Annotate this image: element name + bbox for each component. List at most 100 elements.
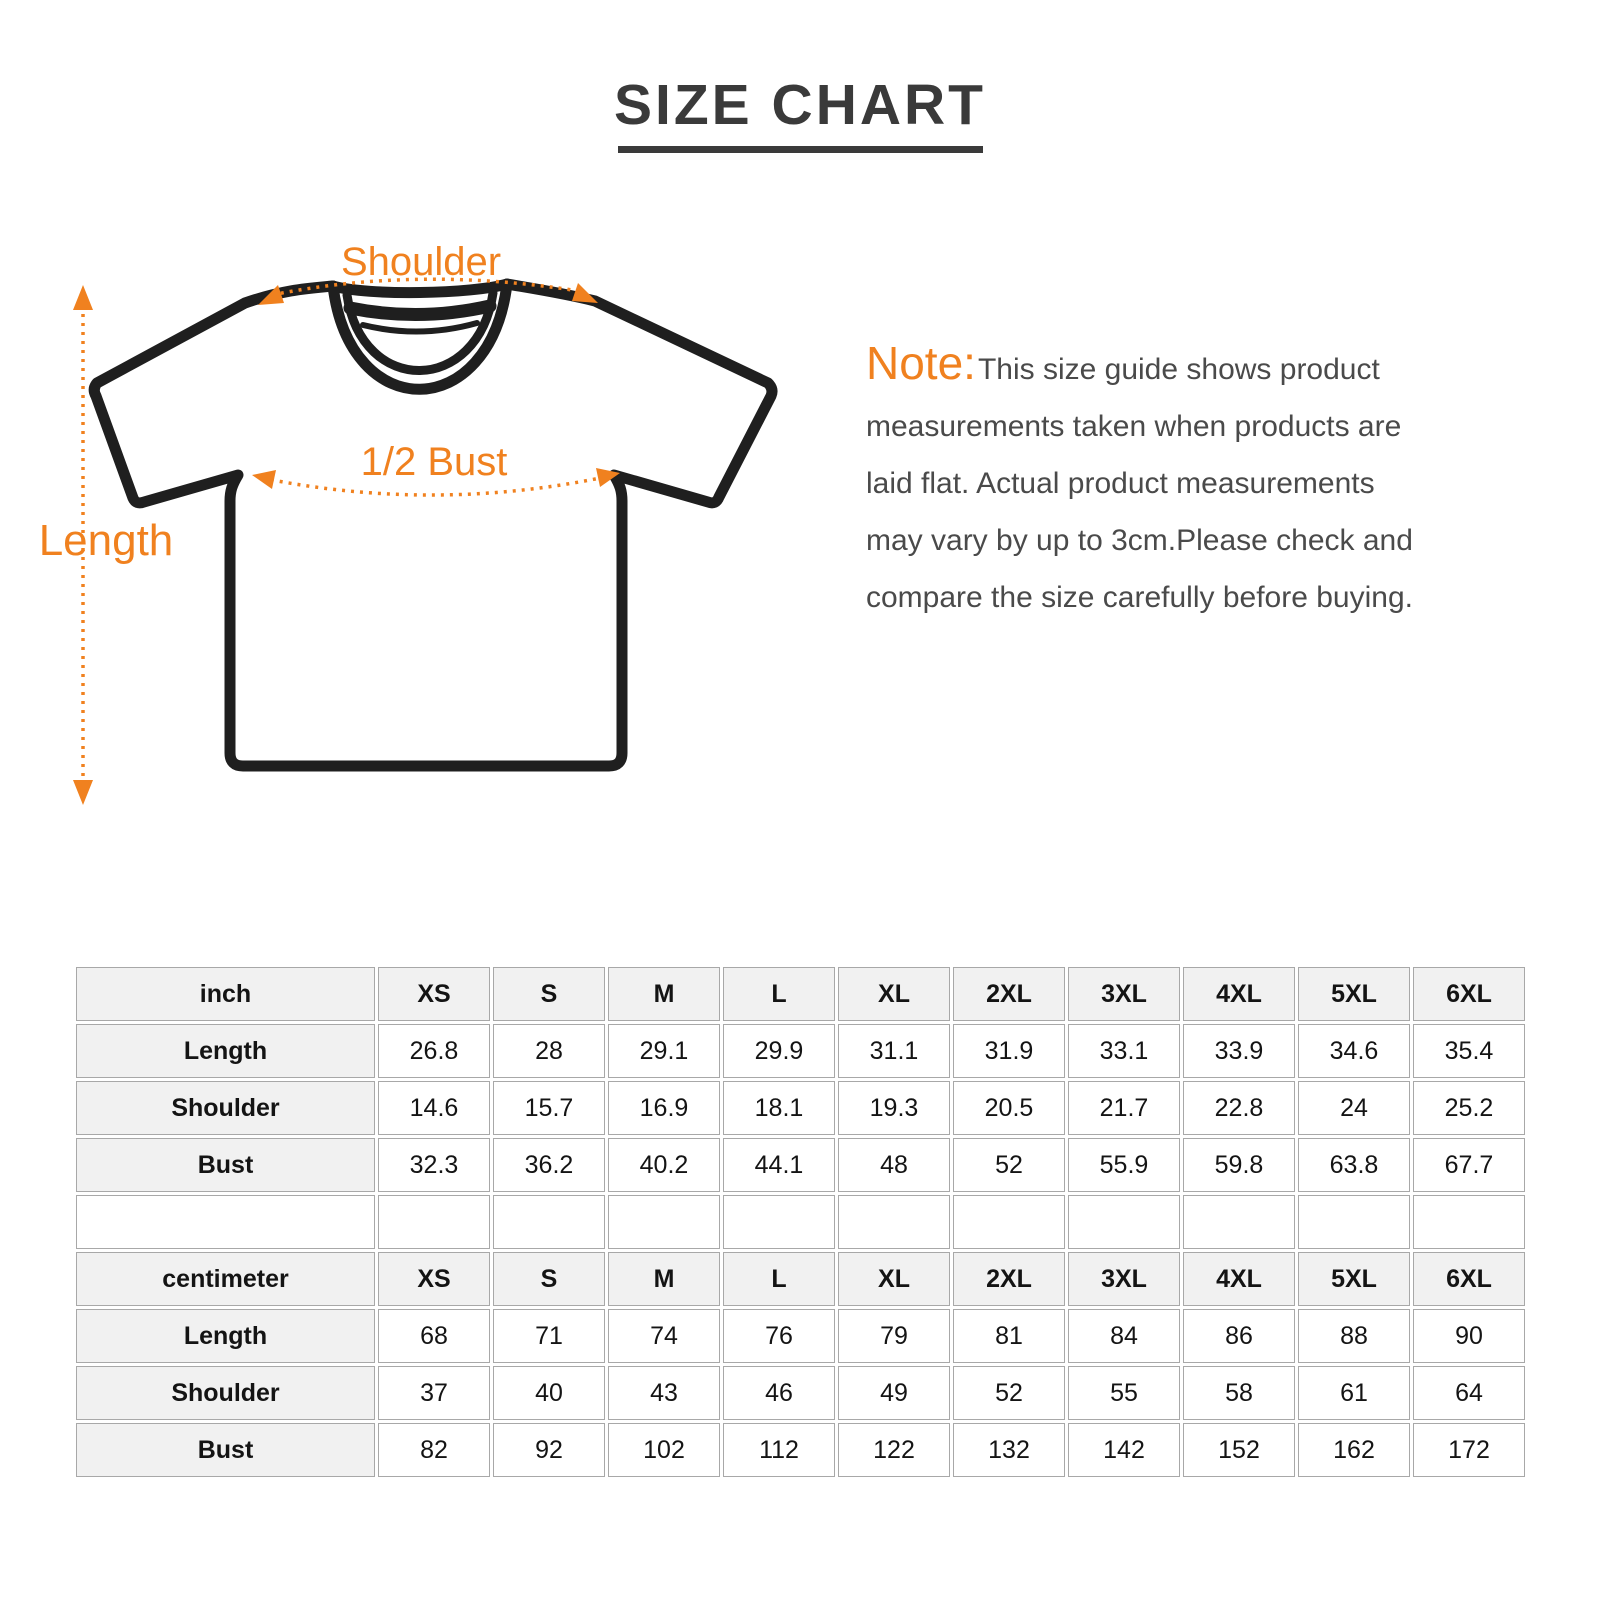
table-row: Shoulder 14.6 15.7 16.9 18.1 19.3 20.5 21.7 22.8… xyxy=(76,1081,1525,1135)
value-cell: XL xyxy=(838,1252,950,1306)
value-cell: 67.7 xyxy=(1413,1138,1525,1192)
value-cell: 172 xyxy=(1413,1423,1525,1477)
value-cell: 122 xyxy=(838,1423,950,1477)
value-cell: 48 xyxy=(838,1138,950,1192)
value-cell: 102 xyxy=(608,1423,720,1477)
value-cell: 88 xyxy=(1298,1309,1410,1363)
value-cell xyxy=(1298,1195,1410,1249)
value-cell: M xyxy=(608,967,720,1021)
row-label-cell: Length xyxy=(76,1024,375,1078)
value-cell: 81 xyxy=(953,1309,1065,1363)
note-line: Note:This size guide shows product xyxy=(866,340,1516,398)
value-cell: 71 xyxy=(493,1309,605,1363)
value-cell: 61 xyxy=(1298,1366,1410,1420)
note-block: Note:This size guide shows product measu… xyxy=(866,340,1516,626)
value-cell xyxy=(1068,1195,1180,1249)
value-cell xyxy=(723,1195,835,1249)
value-cell: 92 xyxy=(493,1423,605,1477)
value-cell: XS xyxy=(378,967,490,1021)
value-cell: 21.7 xyxy=(1068,1081,1180,1135)
value-cell: 31.9 xyxy=(953,1024,1065,1078)
value-cell xyxy=(953,1195,1065,1249)
row-label-cell xyxy=(76,1195,375,1249)
value-cell: 49 xyxy=(838,1366,950,1420)
value-cell: 43 xyxy=(608,1366,720,1420)
value-cell: 29.1 xyxy=(608,1024,720,1078)
value-cell: S xyxy=(493,1252,605,1306)
value-cell: 16.9 xyxy=(608,1081,720,1135)
value-cell: 152 xyxy=(1183,1423,1295,1477)
value-cell: 26.8 xyxy=(378,1024,490,1078)
value-cell: 162 xyxy=(1298,1423,1410,1477)
table-row: Bust 32.3 36.2 40.2 44.1 48 52 55.9 59.8 63.8 67.7 xyxy=(76,1138,1525,1192)
value-cell: 58 xyxy=(1183,1366,1295,1420)
bust-arrow xyxy=(252,468,620,497)
note-line: measurements taken when products are xyxy=(866,410,1402,443)
row-label-cell: Bust xyxy=(76,1423,375,1477)
table-row: inch XS S M L XL 2XL 3XL 4XL 5XL 6XL xyxy=(76,967,1525,1021)
value-cell: 5XL xyxy=(1298,967,1410,1021)
value-cell: 86 xyxy=(1183,1309,1295,1363)
value-cell: 32.3 xyxy=(378,1138,490,1192)
tshirt-outline xyxy=(88,278,778,772)
value-cell: 52 xyxy=(953,1366,1065,1420)
value-cell: 2XL xyxy=(953,967,1065,1021)
value-cell: L xyxy=(723,967,835,1021)
half-bust-label: 1/2 Bust xyxy=(361,440,508,484)
note-line: compare the size carefully before buying… xyxy=(866,581,1413,614)
row-label-cell: inch xyxy=(76,967,375,1021)
value-cell: 40.2 xyxy=(608,1138,720,1192)
table-row: Length 26.8 28 29.1 29.9 31.1 31.9 33.1 33.9 34.6… xyxy=(76,1024,1525,1078)
value-cell: 64 xyxy=(1413,1366,1525,1420)
value-cell: 24 xyxy=(1298,1081,1410,1135)
row-label-cell: Length xyxy=(76,1309,375,1363)
value-cell: 15.7 xyxy=(493,1081,605,1135)
value-cell: 68 xyxy=(378,1309,490,1363)
value-cell: 19.3 xyxy=(838,1081,950,1135)
table-row: Bust 82 92 102 112 122 132 142 152 162 172 xyxy=(76,1423,1525,1477)
tshirt-measurement-diagram: Shoulder 1/2 Bust Length xyxy=(39,240,778,805)
value-cell: 79 xyxy=(838,1309,950,1363)
page-title: SIZE CHART xyxy=(614,73,986,137)
value-cell: 14.6 xyxy=(378,1081,490,1135)
value-cell: 33.9 xyxy=(1183,1024,1295,1078)
value-cell: L xyxy=(723,1252,835,1306)
collar-back-bar xyxy=(343,299,497,321)
note-line: laid flat. Actual product measurements xyxy=(866,467,1375,500)
value-cell: 112 xyxy=(723,1423,835,1477)
value-cell: XL xyxy=(838,967,950,1021)
value-cell: 2XL xyxy=(953,1252,1065,1306)
title-block: SIZE CHART xyxy=(0,72,1600,153)
value-cell: 6XL xyxy=(1413,1252,1525,1306)
value-cell: S xyxy=(493,967,605,1021)
table-row xyxy=(76,1195,1525,1249)
collar-outer-line xyxy=(327,278,513,395)
value-cell: 84 xyxy=(1068,1309,1180,1363)
value-cell: 4XL xyxy=(1183,1252,1295,1306)
title-underline xyxy=(617,146,983,153)
collar-inner-line xyxy=(342,288,498,375)
value-cell: 3XL xyxy=(1068,1252,1180,1306)
value-cell xyxy=(493,1195,605,1249)
value-cell: M xyxy=(608,1252,720,1306)
shoulder-arrow xyxy=(258,277,598,305)
length-arrow xyxy=(73,285,93,805)
value-cell: 132 xyxy=(953,1423,1065,1477)
value-cell: XS xyxy=(378,1252,490,1306)
value-cell: 35.4 xyxy=(1413,1024,1525,1078)
value-cell: 6XL xyxy=(1413,967,1525,1021)
value-cell xyxy=(1413,1195,1525,1249)
length-label: Length xyxy=(39,516,174,565)
row-label-cell: Bust xyxy=(76,1138,375,1192)
row-label-cell: centimeter xyxy=(76,1252,375,1306)
value-cell: 63.8 xyxy=(1298,1138,1410,1192)
row-label-cell: Shoulder xyxy=(76,1081,375,1135)
value-cell: 25.2 xyxy=(1413,1081,1525,1135)
value-cell: 90 xyxy=(1413,1309,1525,1363)
value-cell: 28 xyxy=(493,1024,605,1078)
value-cell: 37 xyxy=(378,1366,490,1420)
note-heading: Note: xyxy=(866,337,976,389)
value-cell xyxy=(1183,1195,1295,1249)
value-cell xyxy=(608,1195,720,1249)
